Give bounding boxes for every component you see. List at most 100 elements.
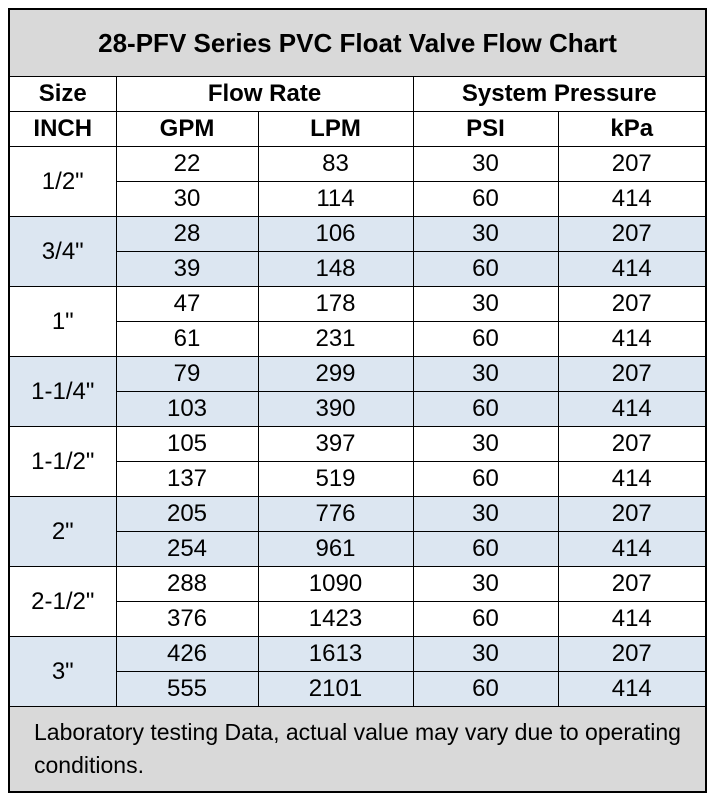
table-body: 28-PFV Series PVC Float Valve Flow Chart… <box>8 8 707 793</box>
value-cell: 30 <box>412 356 559 392</box>
size-cell: 3" <box>8 636 117 707</box>
value-cell: 2101 <box>257 671 414 707</box>
size-cell: 3/4" <box>8 216 117 287</box>
value-cell: 30 <box>412 566 559 602</box>
value-cell: 254 <box>115 531 259 567</box>
value-cell: 207 <box>557 216 707 252</box>
value-cell: 414 <box>557 391 707 427</box>
unit-cell: INCH <box>8 111 117 147</box>
value-cell: 114 <box>257 181 414 217</box>
value-cell: 106 <box>257 216 414 252</box>
value-cell: 105 <box>115 426 259 462</box>
unit-cell: GPM <box>115 111 259 147</box>
header-cell: Flow Rate <box>115 76 414 112</box>
unit-cell: LPM <box>257 111 414 147</box>
value-cell: 207 <box>557 146 707 182</box>
table-title: 28-PFV Series PVC Float Valve Flow Chart <box>8 8 707 77</box>
value-cell: 28 <box>115 216 259 252</box>
title-row: 28-PFV Series PVC Float Valve Flow Chart <box>8 8 707 77</box>
header-cell: Size <box>8 76 117 112</box>
value-cell: 961 <box>257 531 414 567</box>
value-cell: 61 <box>115 321 259 357</box>
value-cell: 299 <box>257 356 414 392</box>
value-cell: 231 <box>257 321 414 357</box>
value-cell: 414 <box>557 251 707 287</box>
value-cell: 39 <box>115 251 259 287</box>
value-cell: 414 <box>557 461 707 497</box>
value-cell: 207 <box>557 356 707 392</box>
data-row: 376 1423 60 414 <box>9 601 707 637</box>
value-cell: 414 <box>557 671 707 707</box>
size-cell: 1-1/4" <box>8 356 117 427</box>
data-row: 61 231 60 414 <box>9 321 707 357</box>
header-cell: System Pressure <box>412 76 707 112</box>
value-cell: 30 <box>412 286 559 322</box>
data-row: 103 390 60 414 <box>9 391 707 427</box>
flow-chart-table: 28-PFV Series PVC Float Valve Flow Chart… <box>8 8 708 793</box>
value-cell: 519 <box>257 461 414 497</box>
value-cell: 60 <box>412 391 559 427</box>
value-cell: 390 <box>257 391 414 427</box>
size-cell: 1/2" <box>8 146 117 217</box>
units-row: INCH GPM LPM PSI kPa <box>8 111 707 147</box>
value-cell: 83 <box>257 146 414 182</box>
value-cell: 397 <box>257 426 414 462</box>
value-cell: 103 <box>115 391 259 427</box>
value-cell: 776 <box>257 496 414 532</box>
value-cell: 414 <box>557 601 707 637</box>
header-row: Size Flow Rate System Pressure <box>8 76 707 112</box>
data-row: 1/2" 22 83 30 207 <box>8 146 707 217</box>
data-row: 254 961 60 414 <box>9 531 707 567</box>
value-cell: 30 <box>412 636 559 672</box>
data-row: 39 148 60 414 <box>9 251 707 287</box>
size-cell: 1-1/2" <box>8 426 117 497</box>
value-cell: 207 <box>557 566 707 602</box>
value-cell: 376 <box>115 601 259 637</box>
value-cell: 60 <box>412 321 559 357</box>
value-cell: 79 <box>115 356 259 392</box>
value-cell: 205 <box>115 496 259 532</box>
data-row: 1-1/4" 79 299 30 207 <box>8 356 707 427</box>
value-cell: 288 <box>115 566 259 602</box>
value-cell: 555 <box>115 671 259 707</box>
value-cell: 60 <box>412 251 559 287</box>
value-cell: 30 <box>412 426 559 462</box>
value-cell: 137 <box>115 461 259 497</box>
data-row: 3" 426 1613 30 207 <box>8 636 707 707</box>
data-row: 1" 47 178 30 207 <box>8 286 707 357</box>
value-cell: 207 <box>557 286 707 322</box>
value-cell: 30 <box>115 181 259 217</box>
value-cell: 60 <box>412 531 559 567</box>
size-cell: 1" <box>8 286 117 357</box>
value-cell: 60 <box>412 601 559 637</box>
value-cell: 30 <box>412 496 559 532</box>
value-cell: 60 <box>412 461 559 497</box>
unit-cell: PSI <box>412 111 559 147</box>
unit-cell: kPa <box>557 111 707 147</box>
value-cell: 426 <box>115 636 259 672</box>
size-cell: 2" <box>8 496 117 567</box>
value-cell: 47 <box>115 286 259 322</box>
value-cell: 207 <box>557 636 707 672</box>
value-cell: 414 <box>557 531 707 567</box>
value-cell: 207 <box>557 496 707 532</box>
value-cell: 60 <box>412 671 559 707</box>
value-cell: 1613 <box>257 636 414 672</box>
value-cell: 30 <box>412 216 559 252</box>
data-row: 2" 205 776 30 207 <box>8 496 707 567</box>
value-cell: 148 <box>257 251 414 287</box>
data-row: 555 2101 60 414 <box>9 671 707 707</box>
data-row: 2-1/2" 288 1090 30 207 <box>8 566 707 637</box>
value-cell: 414 <box>557 181 707 217</box>
size-cell: 2-1/2" <box>8 566 117 637</box>
value-cell: 30 <box>412 146 559 182</box>
data-row: 1-1/2" 105 397 30 207 <box>8 426 707 497</box>
value-cell: 414 <box>557 321 707 357</box>
value-cell: 22 <box>115 146 259 182</box>
value-cell: 1090 <box>257 566 414 602</box>
data-row: 3/4" 28 106 30 207 <box>8 216 707 287</box>
value-cell: 1423 <box>257 601 414 637</box>
footer-note: Laboratory testing Data, actual value ma… <box>8 706 707 793</box>
value-cell: 60 <box>412 181 559 217</box>
